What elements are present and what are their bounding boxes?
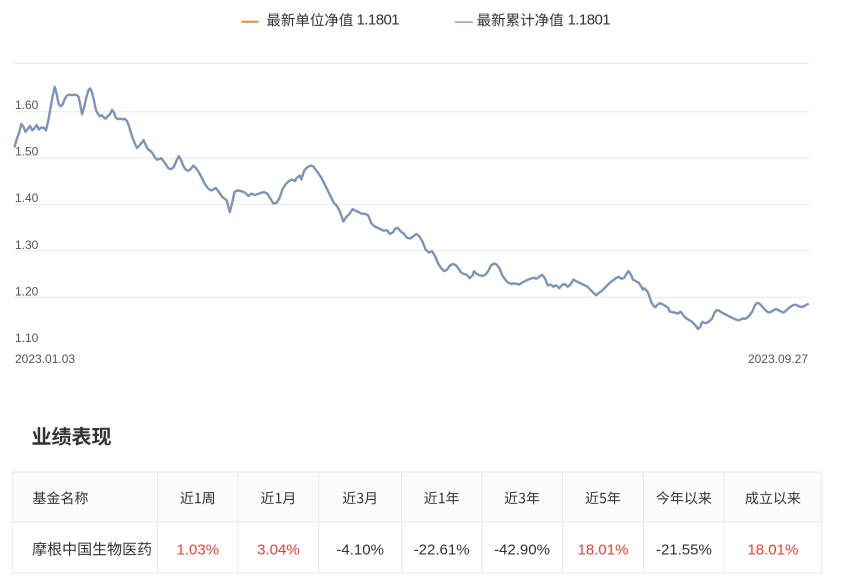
svg-text:1.20: 1.20	[15, 284, 39, 298]
svg-text:1.30: 1.30	[15, 238, 39, 252]
svg-text:1.1801: 1.1801	[357, 12, 400, 29]
svg-text:3.04%: 3.04%	[257, 542, 300, 559]
svg-text:1.10: 1.10	[15, 331, 39, 345]
svg-text:1.50: 1.50	[15, 145, 39, 159]
svg-text:18.01%: 18.01%	[578, 542, 629, 559]
svg-text:18.01%: 18.01%	[747, 542, 798, 559]
svg-text:1.40: 1.40	[15, 191, 39, 205]
svg-text:2023.09.27: 2023.09.27	[748, 352, 808, 366]
svg-text:-42.90%: -42.90%	[494, 542, 550, 559]
svg-text:1.03%: 1.03%	[177, 542, 220, 559]
svg-text:2023.01.03: 2023.01.03	[15, 352, 75, 366]
svg-text:1.60: 1.60	[15, 98, 39, 112]
svg-text:1.1801: 1.1801	[568, 12, 611, 29]
svg-text:-4.10%: -4.10%	[336, 542, 384, 559]
svg-text:-21.55%: -21.55%	[656, 542, 712, 559]
svg-text:-22.61%: -22.61%	[414, 542, 470, 559]
